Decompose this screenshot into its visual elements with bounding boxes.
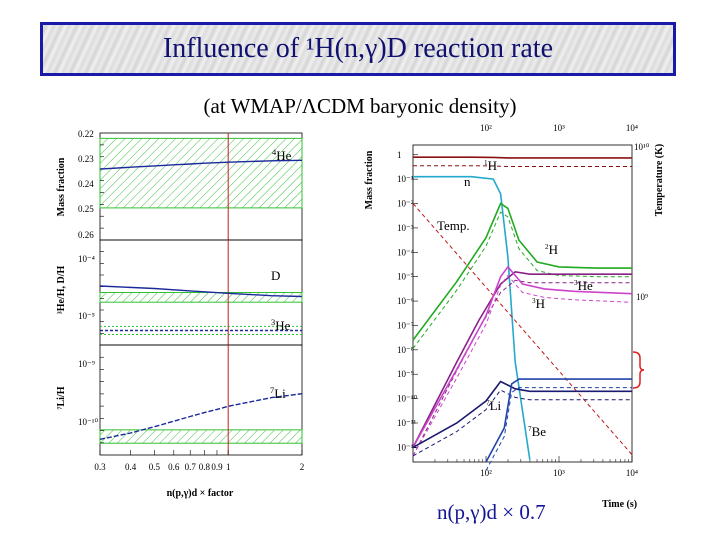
x-axis-title-time: Time (s) — [602, 499, 637, 510]
species-label-3: 2H — [545, 242, 558, 257]
y-tick-label-he4: 0.24 — [78, 179, 94, 189]
species-curve-dashed-7 — [485, 387, 632, 471]
y-tick-label-left: 10⁻⁶ — [397, 296, 414, 306]
slide-title: Influence of ¹H(n,γ)D reaction rate — [162, 33, 554, 64]
species-label-4: 3He — [574, 278, 593, 293]
species-label-7: 7Be — [528, 424, 546, 439]
species-curve-dashed-5 — [412, 274, 633, 457]
y-axis-title-li7: ⁷Li/H — [56, 386, 67, 409]
x-tick-label-bottom: 10³ — [553, 468, 565, 478]
species-curve-2 — [412, 203, 633, 456]
y-tick-label-left: 10⁻¹ — [397, 174, 414, 184]
y-tick-label-left: 10⁻¹¹ — [397, 418, 416, 428]
curve-d-he3-0 — [99, 285, 303, 298]
species-curve-6 — [412, 380, 632, 449]
y-tick-label-left: 10⁻¹² — [397, 442, 416, 452]
y-tick-label-left: 10⁻⁴ — [397, 247, 414, 257]
x-tick-label: 1 — [226, 462, 231, 472]
y-tick-label-left: 10⁻⁸ — [397, 345, 414, 355]
x-tick-label: 0.5 — [149, 462, 161, 472]
y-tick-label-left: 10⁻³ — [397, 223, 414, 233]
species-label-0: 1H — [484, 158, 497, 173]
species-curve-dashed-6 — [412, 389, 632, 457]
species-label-6: 7Li — [486, 398, 502, 413]
panel-frame-li7 — [99, 344, 303, 456]
x-tick-label-top: 10² — [480, 123, 492, 133]
y-tick-label-left: 10⁻⁵ — [397, 272, 414, 282]
x-tick-label-top: 10³ — [553, 123, 565, 133]
x-tick-label: 0.7 — [185, 462, 197, 472]
x-axis-title-left: n(p,γ)d × factor — [167, 488, 234, 499]
y-axis-title-d-he3: ³He/H, D/H — [56, 266, 67, 315]
x-tick-label-bottom: 10² — [480, 468, 492, 478]
y-tick-label-right: 10⁹ — [636, 292, 648, 302]
obs-band-d-he3 — [99, 292, 303, 303]
y-tick-label-he4: 0.25 — [78, 204, 94, 214]
x-tick-label: 0.8 — [199, 462, 211, 472]
y-tick-label-right: 10¹⁰ — [634, 142, 650, 152]
species-label-2: Temp. — [437, 218, 470, 233]
x-tick-label: 0.3 — [94, 462, 106, 472]
label-he3: 3He — [271, 317, 291, 333]
y-tick-label-li7: 10⁻⁹ — [78, 359, 95, 369]
curve-li7 — [99, 393, 303, 440]
y-tick-label-left: 10⁻¹⁰ — [397, 394, 417, 404]
y-axis-title-he4: Mass fraction — [56, 157, 67, 216]
species-label-1: n — [464, 174, 471, 189]
obs-band-li7 — [99, 429, 303, 444]
y-tick-label-left: 10⁻² — [397, 199, 414, 209]
x-tick-label: 0.9 — [211, 462, 223, 472]
y-tick-label-he4: 0.22 — [78, 129, 94, 139]
species-curve-5 — [412, 265, 633, 448]
species-curve-dashed-3 — [412, 211, 632, 349]
species-curve-1 — [413, 175, 531, 460]
red-brace — [632, 351, 645, 389]
y-tick-label-he4: 0.23 — [78, 154, 94, 164]
x-tick-label-bottom: 10⁴ — [626, 468, 638, 478]
x-tick-label: 0.6 — [168, 462, 180, 472]
x-tick-label: 2 — [300, 462, 305, 472]
y-tick-label-left: 1 — [397, 150, 402, 160]
curve-he4 — [99, 159, 303, 170]
y-axis-title-temp: Temperature (K) — [654, 144, 665, 217]
y-tick-label-left: 10⁻⁷ — [397, 320, 414, 330]
label-he4: 4He — [272, 147, 292, 163]
factor-caption: n(p,γ)d × 0.7 — [437, 500, 546, 524]
y-tick-label-d-he3: 10⁻⁴ — [78, 254, 95, 264]
label-li7: 7Li — [270, 385, 286, 401]
obs-band-he4 — [99, 137, 303, 209]
y-tick-label-left: 10⁻⁹ — [397, 369, 414, 379]
species-curve-0 — [413, 156, 632, 159]
x-tick-label-top: 10⁴ — [626, 123, 638, 133]
species-curve-4 — [412, 270, 632, 448]
x-tick-label: 0.4 — [125, 462, 137, 472]
species-curve-7 — [485, 378, 632, 463]
species-curve-3 — [412, 202, 632, 341]
y-tick-label-li7: 10⁻¹⁰ — [78, 417, 98, 427]
label-d: D — [271, 268, 280, 283]
y-axis-title-mass: Mass fraction — [364, 150, 375, 209]
species-curve-dashed-0 — [413, 165, 632, 167]
time-plot-frame — [412, 144, 633, 463]
y-tick-label-he4: 0.26 — [78, 230, 94, 240]
title-banner: Influence of ¹H(n,γ)D reaction rate — [40, 22, 676, 76]
y-tick-label-d-he3: 10⁻⁵ — [78, 311, 95, 321]
slide-subtitle: (at WMAP/ΛCDM baryonic density) — [203, 94, 517, 118]
species-label-5: 3H — [532, 296, 545, 311]
